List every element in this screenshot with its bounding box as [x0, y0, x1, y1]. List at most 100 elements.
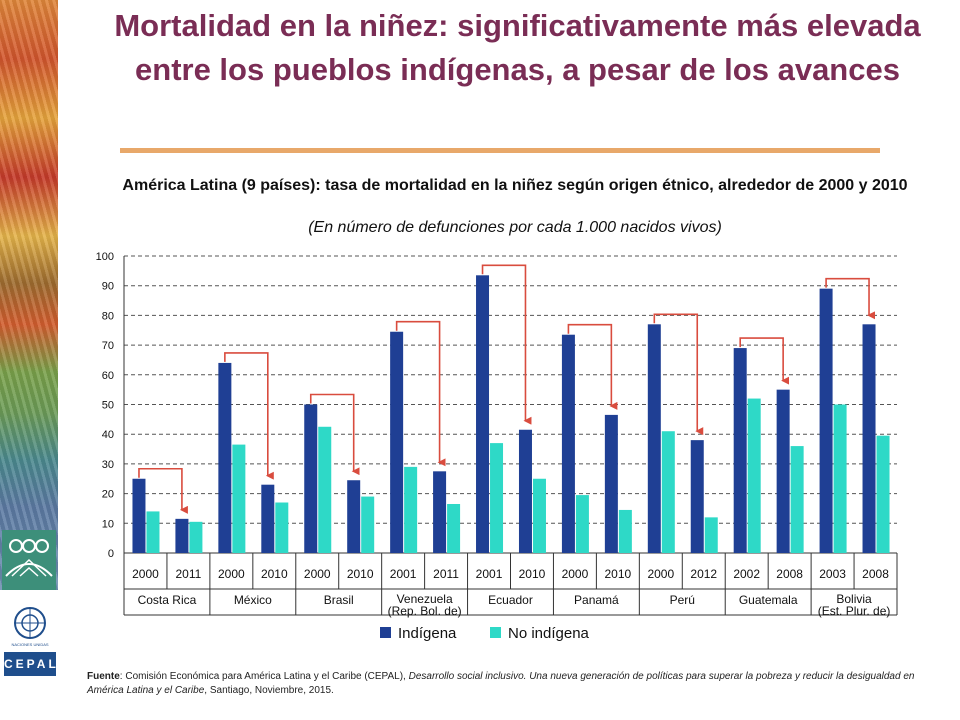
decorative-sidebar: NACIONES UNIDAS CEPAL: [0, 0, 58, 720]
bar-no-indigena: [490, 443, 504, 553]
source-work: Desarrollo social inclusivo. Una nueva g…: [87, 671, 915, 696]
bar-no-indigena: [318, 426, 332, 553]
bar-indigena: [390, 331, 404, 553]
legend-swatch-indigena: [380, 627, 391, 638]
bar-no-indigena: [232, 444, 246, 553]
bar-indigena: [132, 478, 146, 553]
year-label: 2000: [647, 567, 674, 581]
year-label: 2000: [132, 567, 159, 581]
legend-label-indigena: Indígena: [398, 625, 457, 642]
bar-no-indigena: [404, 466, 418, 553]
year-label: 2010: [519, 567, 546, 581]
country-label: México: [234, 593, 272, 607]
source-org: Comisión Económica para América Latina y…: [122, 671, 409, 682]
y-tick-label: 10: [102, 518, 114, 530]
year-label: 2008: [776, 567, 803, 581]
source-sep: :: [119, 671, 123, 682]
y-tick-label: 50: [102, 400, 114, 412]
year-label: 2010: [605, 567, 632, 581]
y-tick-label: 30: [102, 459, 114, 471]
year-label: 2010: [347, 567, 374, 581]
bar-indigena: [433, 471, 447, 553]
country-label: Ecuador: [488, 593, 533, 607]
bar-indigena: [347, 480, 361, 553]
bar-no-indigena: [361, 496, 375, 553]
bar-no-indigena: [189, 521, 203, 553]
bar-indigena: [304, 404, 318, 553]
svg-text:NACIONES UNIDAS: NACIONES UNIDAS: [11, 642, 48, 647]
year-label: 2010: [261, 567, 288, 581]
country-label: Costa Rica: [138, 593, 197, 607]
bar-no-indigena: [575, 495, 589, 553]
year-label: 2008: [862, 567, 889, 581]
decline-arrow: [481, 264, 532, 425]
bar-no-indigena: [704, 517, 718, 553]
decline-arrow: [138, 467, 188, 514]
year-label: 2012: [690, 567, 717, 581]
bar-indigena: [733, 348, 747, 553]
slide-title: Mortalidad en la niñez: significativamen…: [114, 8, 921, 87]
legend-label-no-indigena: No indígena: [508, 625, 590, 642]
bar-indigena: [561, 334, 575, 553]
bar-no-indigena: [275, 502, 289, 553]
un-emblem-icon: NACIONES UNIDAS: [11, 607, 49, 647]
decline-arrow: [395, 320, 446, 467]
decline-arrow: [567, 323, 618, 410]
bar-indigena: [175, 518, 189, 553]
cepal-wordmark: CEPAL: [4, 652, 56, 676]
bar-no-indigena: [790, 446, 804, 553]
country-label: Panamá: [574, 593, 619, 607]
y-tick-label: 100: [96, 251, 114, 263]
country-label: (Est. Plur. de): [818, 604, 891, 618]
source-note: Fuente: Comisión Económica para América …: [87, 670, 917, 698]
bar-no-indigena: [618, 509, 632, 553]
chart-unit-note: (En número de defunciones por cada 1.000…: [308, 219, 722, 236]
decline-arrow: [653, 313, 704, 436]
bar-indigena: [518, 429, 532, 553]
bar-no-indigena: [447, 503, 461, 553]
bar-indigena: [261, 484, 275, 553]
bar-no-indigena: [661, 431, 675, 553]
bar-no-indigena: [146, 511, 160, 553]
title-rule: [120, 148, 880, 153]
y-tick-label: 80: [102, 310, 114, 322]
decline-arrow: [224, 352, 274, 480]
year-label: 2011: [433, 567, 459, 581]
bar-indigena: [218, 362, 232, 553]
cepal-emblem-icon: [2, 530, 56, 590]
decline-arrow: [825, 277, 876, 320]
country-label: Brasil: [324, 593, 354, 607]
bar-no-indigena: [833, 404, 847, 553]
source-rest: , Santiago, Noviembre, 2015.: [204, 685, 334, 696]
y-tick-label: 70: [102, 340, 114, 352]
y-tick-label: 90: [102, 281, 114, 293]
decline-arrow: [739, 337, 790, 385]
bar-indigena: [819, 288, 833, 553]
country-label: (Rep. Bol. de): [388, 604, 462, 618]
country-label: Venezuela: [397, 592, 453, 606]
chart-subtitle: América Latina (9 países): tasa de morta…: [122, 177, 908, 194]
country-label: Perú: [670, 593, 695, 607]
bar-indigena: [647, 324, 661, 553]
year-label: 2001: [476, 567, 503, 581]
bar-no-indigena: [532, 478, 546, 553]
decline-arrow: [309, 393, 360, 476]
year-label: 2002: [733, 567, 760, 581]
bar-indigena: [604, 414, 618, 553]
bar-no-indigena: [747, 398, 761, 553]
painted-texture: [0, 0, 58, 590]
y-tick-label: 20: [102, 489, 114, 501]
bar-indigena: [862, 324, 876, 553]
year-label: 2000: [562, 567, 589, 581]
bar-indigena: [476, 275, 490, 553]
y-tick-label: 60: [102, 370, 114, 382]
legend-swatch-no-indigena: [490, 627, 501, 638]
y-tick-label: 0: [108, 548, 114, 560]
source-label: Fuente: [87, 671, 120, 682]
bar-no-indigena: [876, 435, 890, 553]
year-label: 2003: [819, 567, 846, 581]
year-label: 2000: [218, 567, 245, 581]
y-tick-label: 40: [102, 429, 114, 441]
bar-indigena: [776, 389, 790, 553]
